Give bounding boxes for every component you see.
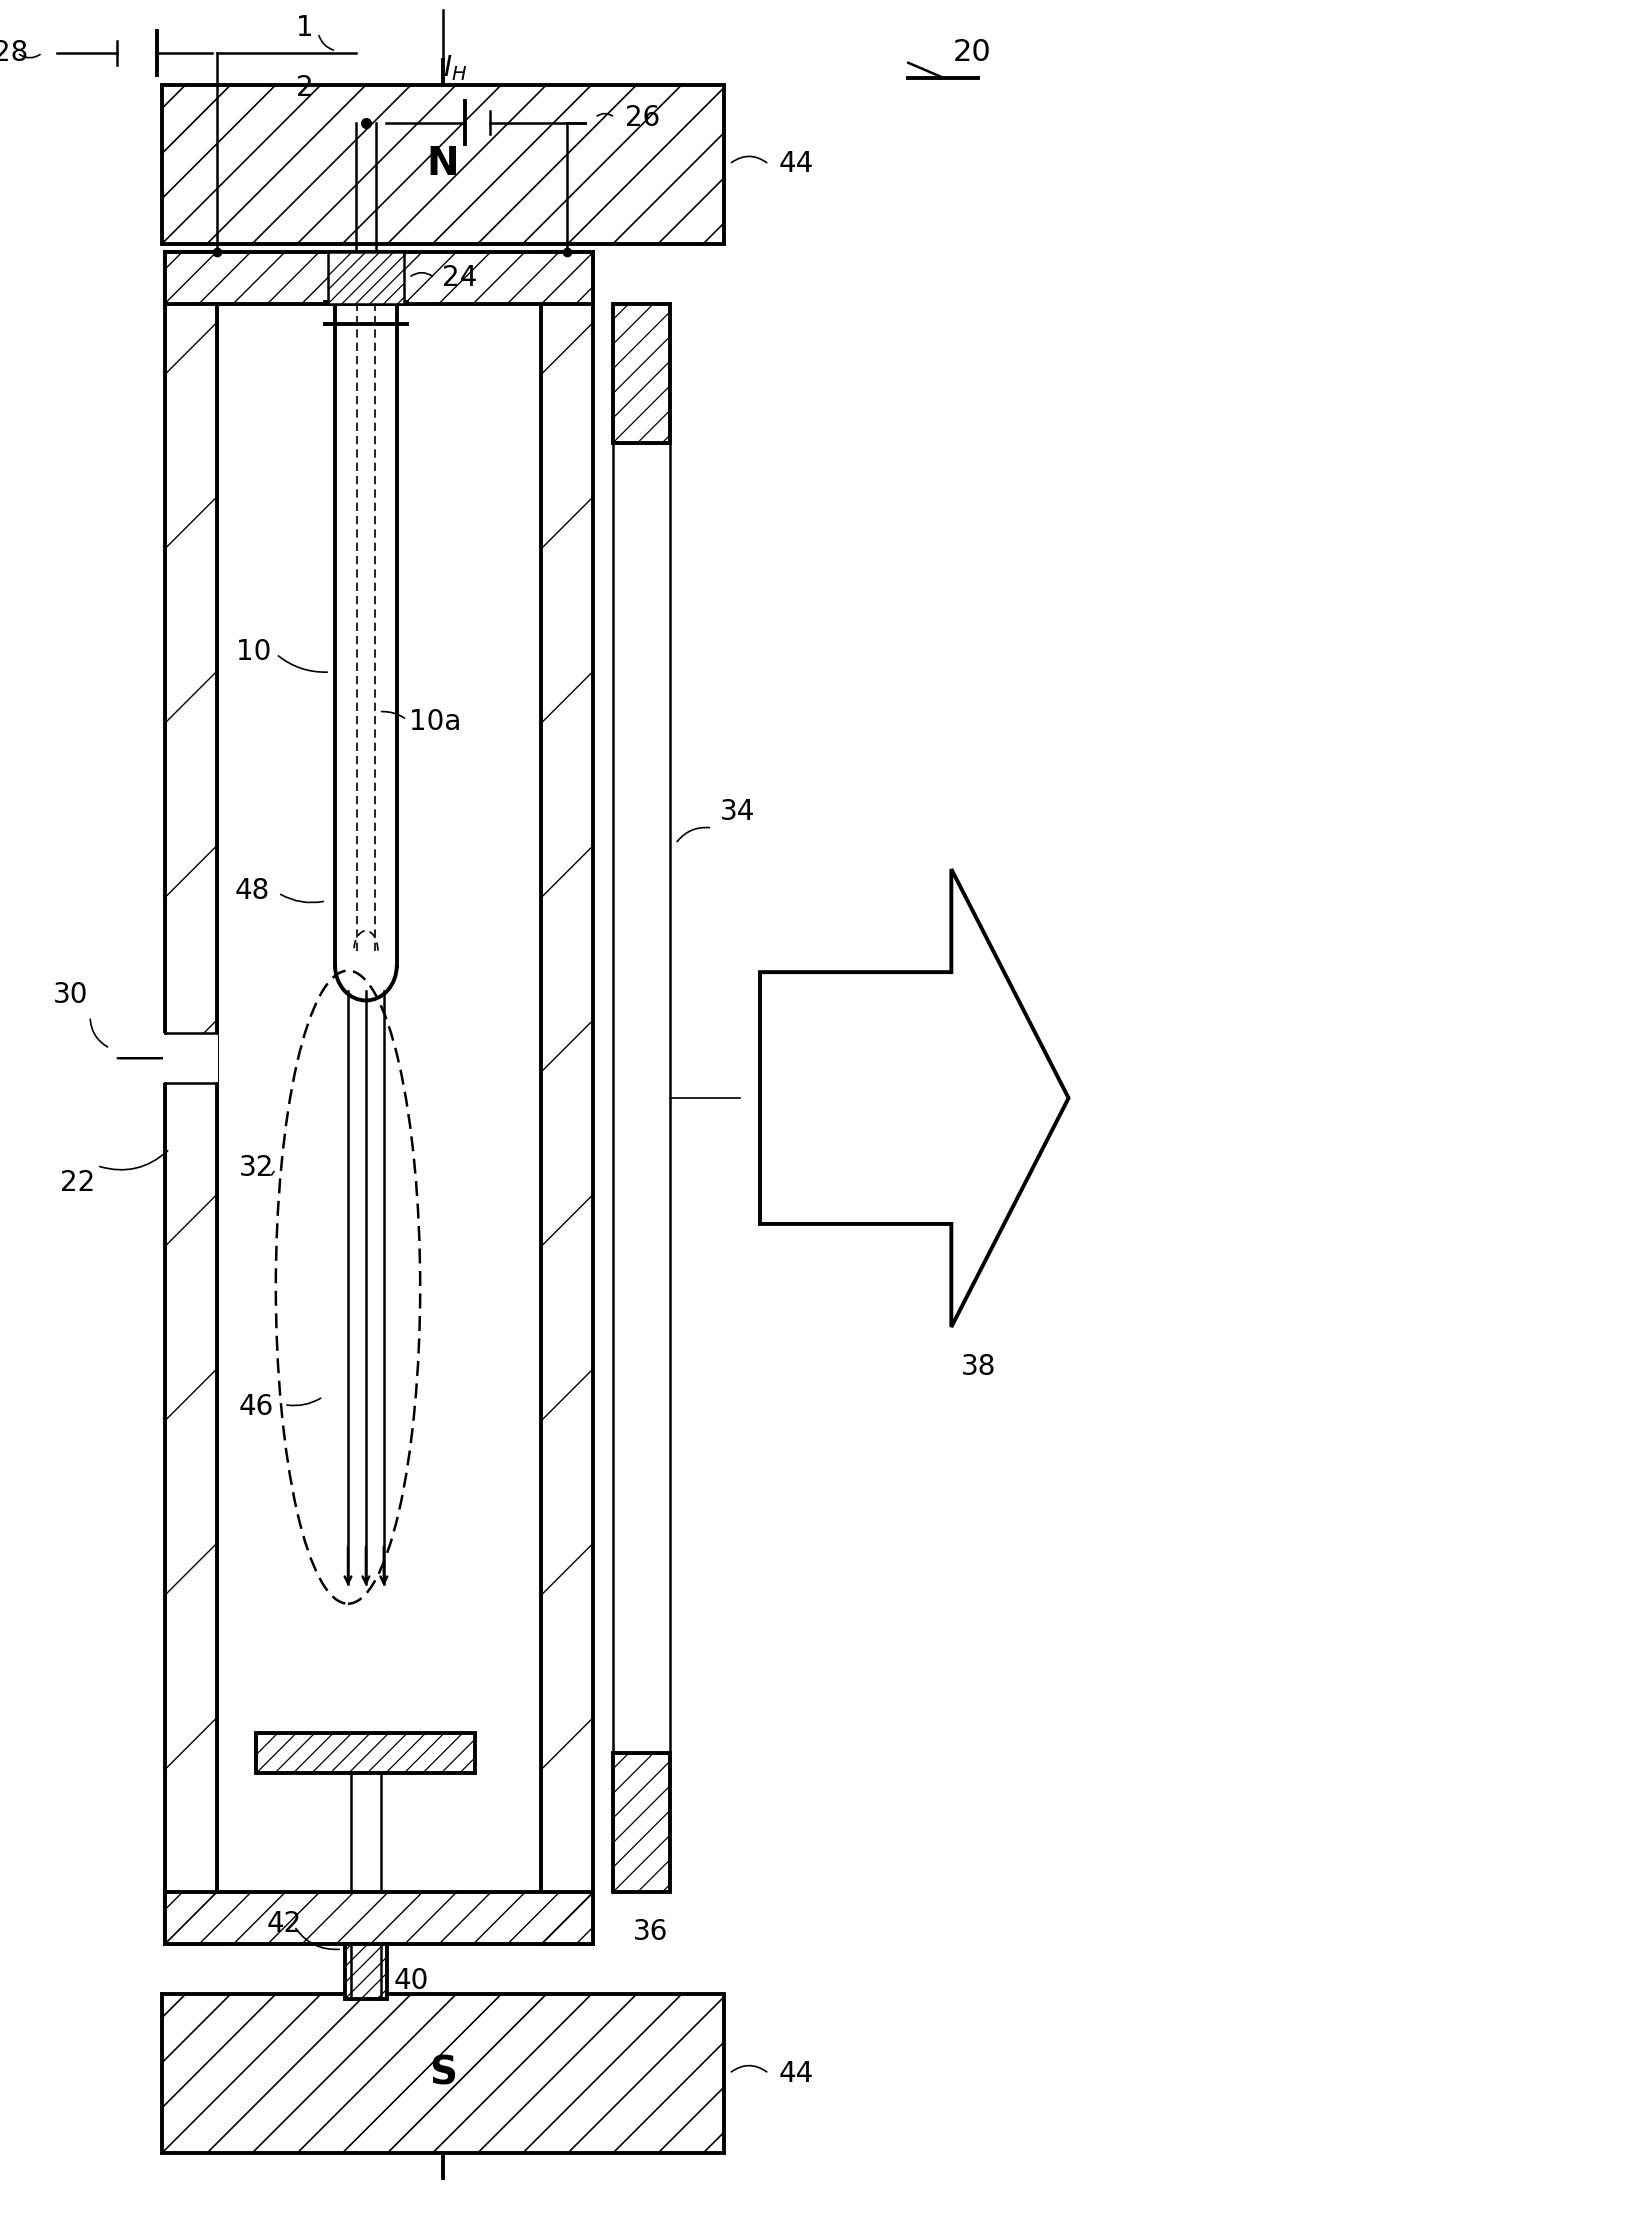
Text: 46: 46 xyxy=(238,1393,274,1422)
Text: 2: 2 xyxy=(295,73,313,102)
Bar xyxy=(328,253,403,304)
Text: 44: 44 xyxy=(778,151,814,177)
Text: 48: 48 xyxy=(235,876,269,905)
Text: 32: 32 xyxy=(238,1153,274,1182)
Bar xyxy=(162,1994,723,2154)
Text: 40: 40 xyxy=(393,1967,429,1996)
Text: N: N xyxy=(426,146,459,184)
Text: 10: 10 xyxy=(237,639,271,665)
Bar xyxy=(344,1945,387,1998)
Bar xyxy=(612,1752,671,1892)
Bar xyxy=(162,84,723,244)
Text: 30: 30 xyxy=(52,983,88,1009)
Text: 44: 44 xyxy=(778,2061,814,2087)
Text: 34: 34 xyxy=(720,798,756,825)
Text: 22: 22 xyxy=(60,1169,95,1198)
Text: 28: 28 xyxy=(0,40,28,67)
Text: 38: 38 xyxy=(960,1353,996,1382)
Text: 10a: 10a xyxy=(408,708,460,736)
Text: S: S xyxy=(429,2054,457,2092)
Text: 1: 1 xyxy=(295,13,313,42)
Text: 42: 42 xyxy=(266,1910,302,1939)
Text: 26: 26 xyxy=(625,104,659,131)
Bar xyxy=(165,253,592,304)
Bar xyxy=(612,304,671,444)
Text: $I_H$: $I_H$ xyxy=(442,53,467,82)
Bar xyxy=(540,253,592,1945)
Bar xyxy=(165,1892,592,1945)
Bar xyxy=(256,1732,475,1772)
Bar xyxy=(165,253,217,1945)
Text: 24: 24 xyxy=(441,264,477,293)
Text: 20: 20 xyxy=(953,38,991,67)
Text: 36: 36 xyxy=(632,1919,667,1945)
Bar xyxy=(163,1034,219,1082)
Bar xyxy=(217,304,540,1892)
